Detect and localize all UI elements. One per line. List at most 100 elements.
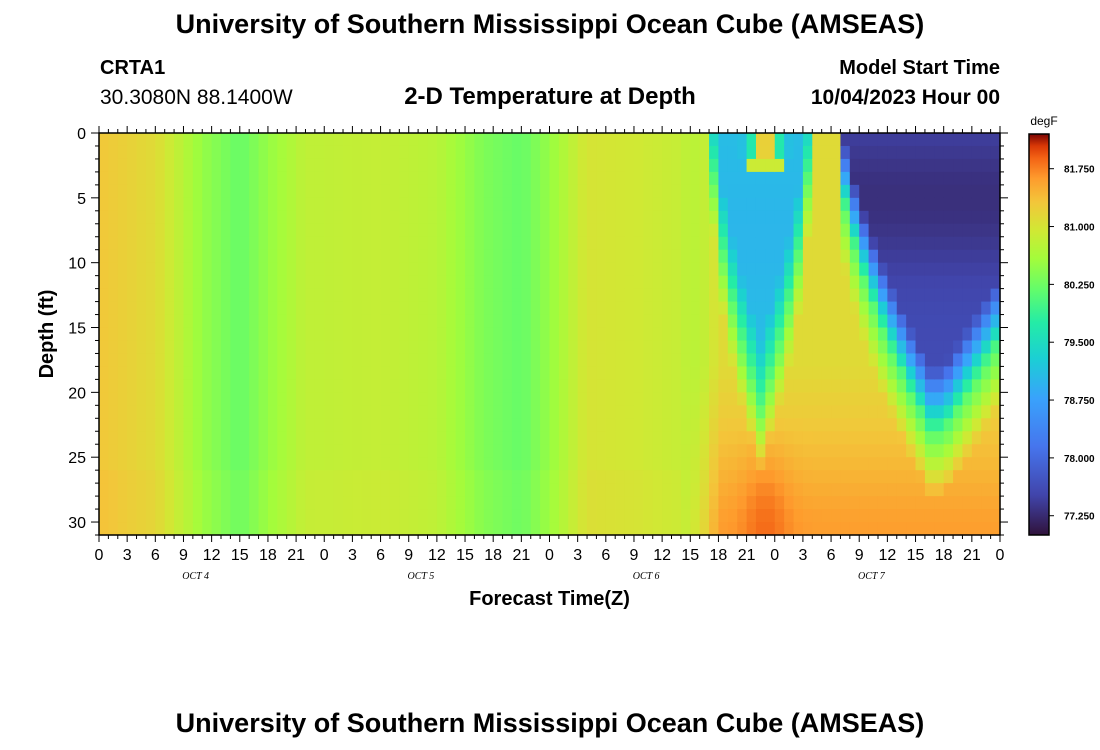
heatmap-cell xyxy=(192,210,203,225)
heatmap-cell xyxy=(436,522,447,536)
heatmap-cell xyxy=(521,483,532,497)
heatmap-cell xyxy=(793,236,804,251)
heatmap-cell xyxy=(671,366,682,380)
heatmap-cell xyxy=(221,470,231,484)
heatmap-cell xyxy=(324,301,335,316)
heatmap-cell xyxy=(258,133,269,147)
heatmap-cell xyxy=(906,327,917,342)
heatmap-cell xyxy=(108,431,119,445)
heatmap-cell xyxy=(465,262,476,277)
heatmap-cell xyxy=(934,431,945,445)
x-tick-label: 9 xyxy=(855,547,864,564)
heatmap-cell xyxy=(239,431,250,445)
heatmap-cell xyxy=(774,314,785,329)
heatmap-cell xyxy=(267,249,278,264)
heatmap-cell xyxy=(117,457,128,471)
heatmap-cell xyxy=(840,262,851,277)
heatmap-cell xyxy=(718,158,729,173)
heatmap-cell xyxy=(249,470,260,484)
heatmap-cell xyxy=(446,210,457,225)
heatmap-cell xyxy=(737,327,748,342)
heatmap-cell xyxy=(183,327,194,342)
heatmap-cell xyxy=(436,133,447,147)
heatmap-cell xyxy=(408,158,419,173)
heatmap-cell xyxy=(549,392,560,406)
heatmap-cell xyxy=(521,496,532,510)
heatmap-cell xyxy=(239,327,250,342)
heatmap-cell xyxy=(962,210,973,225)
heatmap-cell xyxy=(568,457,579,471)
heatmap-cell xyxy=(568,184,579,199)
heatmap-cell xyxy=(624,145,635,160)
heatmap-cell xyxy=(277,327,288,342)
heatmap-cell xyxy=(887,522,898,536)
heatmap-cell xyxy=(896,392,907,406)
heatmap-cell xyxy=(418,301,429,316)
colorbar-tick-label: 78.000 xyxy=(1064,454,1095,465)
heatmap-cell xyxy=(990,405,1001,419)
heatmap-cell xyxy=(633,327,644,342)
heatmap-cell xyxy=(802,340,813,355)
heatmap-cell xyxy=(615,314,626,329)
heatmap-cell xyxy=(277,418,288,432)
heatmap-cell xyxy=(802,366,813,380)
heatmap-cell xyxy=(953,496,964,510)
heatmap-cell xyxy=(624,184,635,199)
heatmap-cell xyxy=(802,314,813,329)
heatmap-cell xyxy=(924,431,935,445)
heatmap-cell xyxy=(587,509,598,523)
heatmap-cell xyxy=(258,522,269,536)
heatmap-cell xyxy=(446,236,457,251)
heatmap-cell xyxy=(868,340,879,355)
heatmap-cell xyxy=(549,509,560,523)
heatmap-cell xyxy=(99,405,109,419)
heatmap-cell xyxy=(511,236,522,251)
heatmap-cell xyxy=(680,210,691,225)
heatmap-cell xyxy=(981,145,992,160)
heatmap-cell xyxy=(343,314,354,329)
heatmap-cell xyxy=(455,379,466,393)
heatmap-cell xyxy=(680,262,691,277)
heatmap-cell xyxy=(267,223,278,238)
heatmap-cell xyxy=(418,353,429,368)
heatmap-cell xyxy=(953,431,964,445)
heatmap-cell xyxy=(117,353,128,368)
heatmap-cell xyxy=(183,509,194,523)
heatmap-cell xyxy=(324,184,335,199)
heatmap-cell xyxy=(211,158,222,173)
heatmap-cell xyxy=(690,249,701,264)
heatmap-cell xyxy=(793,158,804,173)
heatmap-cell xyxy=(624,431,635,445)
heatmap-cell xyxy=(943,457,954,471)
heatmap-cell xyxy=(305,340,316,355)
heatmap-cell xyxy=(746,327,757,342)
heatmap-cell xyxy=(953,210,964,225)
heatmap-cell xyxy=(267,366,278,380)
heatmap-cell xyxy=(746,288,757,303)
heatmap-cell xyxy=(802,483,813,497)
heatmap-cell xyxy=(127,418,138,432)
heatmap-cell xyxy=(465,340,476,355)
heatmap-cell xyxy=(755,288,766,303)
heatmap-cell xyxy=(530,418,541,432)
heatmap-cell xyxy=(221,366,231,380)
heatmap-cell xyxy=(446,522,457,536)
heatmap-cell xyxy=(221,288,231,303)
heatmap-cell xyxy=(427,522,438,536)
heatmap-cell xyxy=(389,379,400,393)
heatmap-cell xyxy=(953,457,964,471)
heatmap-cell xyxy=(718,184,729,199)
heatmap-cell xyxy=(652,522,663,536)
heatmap-cell xyxy=(511,158,522,173)
heatmap-cell xyxy=(737,470,748,484)
heatmap-cell xyxy=(699,184,710,199)
heatmap-cell xyxy=(117,483,128,497)
heatmap-cell xyxy=(127,158,138,173)
x-tick-label: 15 xyxy=(231,547,249,564)
heatmap-cell xyxy=(859,522,870,536)
heatmap-cell xyxy=(840,236,851,251)
heatmap-cell xyxy=(183,171,194,186)
heatmap-cell xyxy=(605,262,616,277)
heatmap-cell xyxy=(239,197,250,212)
heatmap-cell xyxy=(296,288,307,303)
